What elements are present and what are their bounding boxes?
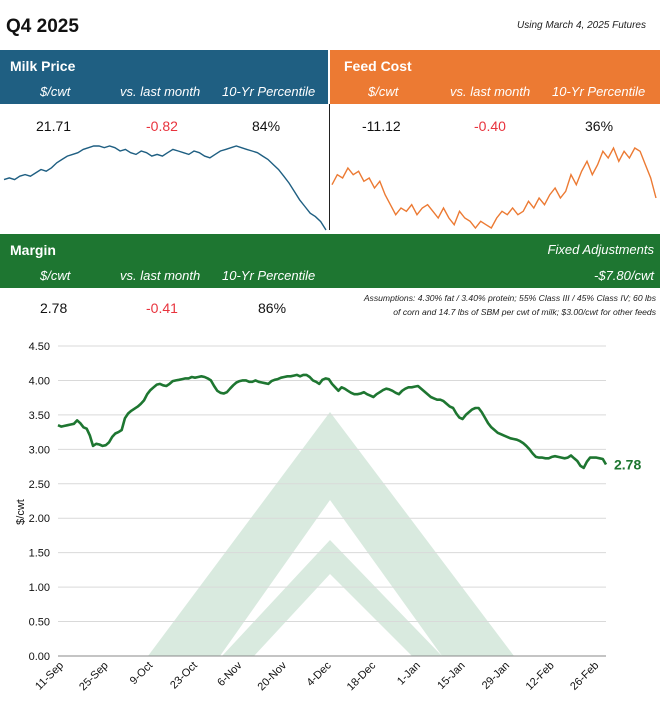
fixed-adjustments-value: -$7.80/cwt (594, 268, 654, 283)
milk-price-title: Milk Price (10, 58, 76, 74)
x-tick-label: 20-Nov (256, 659, 290, 693)
milk-vs-label: vs. last month (120, 84, 201, 99)
y-axis-ticks: 0.00 0.50 1.00 1.50 2.00 2.50 3.00 3.50 4.00 4.50 (29, 341, 50, 663)
y-tick-label: 1.00 (29, 582, 50, 594)
margin-header: Margin $/cwt vs. last month 10-Yr Percen… (0, 234, 660, 288)
y-tick-label: 4.00 (29, 375, 50, 387)
assumptions-note: Assumptions: 4.30% fat / 3.40% protein; … (318, 291, 656, 319)
milk-price-sparkline (3, 145, 327, 231)
milk-price-change: -0.82 (146, 118, 178, 134)
feed-cost-title: Feed Cost (344, 58, 412, 74)
margin-series-line (57, 373, 608, 470)
y-tick-label: 2.50 (29, 479, 50, 491)
margin-value: 2.78 (40, 300, 68, 316)
feed-vs-label: vs. last month (450, 84, 531, 99)
x-tick-label: 15-Jan (435, 660, 467, 692)
chart-gridlines (58, 345, 606, 623)
watermark-chevron-inner (222, 540, 442, 656)
y-tick-label: 3.00 (29, 444, 50, 456)
feed-cost-sparkline (331, 146, 657, 230)
panel-divider (329, 104, 330, 230)
x-tick-label: 23-Oct (168, 660, 200, 692)
feed-cost-line (331, 146, 657, 230)
margin-percentile: 86% (258, 300, 287, 316)
fixed-adjustments-label: Fixed Adjustments (547, 242, 654, 257)
milk-price-header: Milk Price $/cwt vs. last month 10-Yr Pe… (0, 50, 328, 104)
milk-unit-label: $/cwt (40, 84, 71, 99)
page-title: Q4 2025 (6, 16, 79, 37)
margin-unit-label: $/cwt (40, 268, 71, 283)
y-tick-label: 0.00 (29, 651, 50, 663)
x-tick-label: 1-Jan (395, 660, 423, 688)
milk-percentile-label: 10-Yr Percentile (222, 84, 316, 99)
assumptions-line-1: Assumptions: 4.30% fat / 3.40% protein; … (363, 293, 656, 303)
x-tick-label: 11-Sep (33, 660, 66, 693)
feed-unit-label: $/cwt (368, 84, 399, 99)
milk-price-value: 21.71 (36, 118, 72, 134)
y-tick-label: 4.50 (29, 341, 50, 353)
x-tick-label: 4-Dec (304, 659, 334, 689)
margin-vs-label: vs. last month (120, 268, 201, 283)
x-tick-label: 18-Dec (345, 659, 379, 693)
futures-note: Using March 4, 2025 Futures (517, 20, 646, 31)
margin-change: -0.41 (146, 300, 178, 316)
x-tick-label: 6-Nov (215, 659, 245, 689)
watermark-chevron-outer (148, 412, 514, 656)
margin-end-label: 2.78 (614, 457, 641, 473)
margin-title: Margin (10, 242, 56, 258)
assumptions-line-2: of corn and 14.7 lbs of SBM per cwt of m… (393, 307, 656, 317)
y-tick-label: 0.50 (29, 617, 50, 629)
y-tick-label: 1.50 (29, 548, 50, 560)
x-tick-label: 12-Feb (524, 660, 557, 693)
x-tick-label: 9-Oct (128, 660, 156, 688)
margin-chart: 0.00 0.50 1.00 1.50 2.00 2.50 3.00 3.50 4.00 4.50… (15, 341, 641, 693)
feed-percentile-label: 10-Yr Percentile (552, 84, 646, 99)
feed-cost-percentile: 36% (585, 118, 614, 134)
margin-percentile-label: 10-Yr Percentile (222, 268, 316, 283)
feed-cost-value: -11.12 (362, 118, 401, 134)
y-axis-title: $/cwt (15, 499, 27, 525)
x-tick-label: 25-Sep (77, 660, 111, 694)
feed-cost-header: Feed Cost $/cwt vs. last month 10-Yr Per… (330, 50, 660, 104)
feed-cost-change: -0.40 (474, 118, 506, 134)
milk-price-line (3, 145, 327, 231)
x-tick-label: 29-Jan (480, 660, 512, 692)
x-axis-ticks: 11-Sep 25-Sep 9-Oct 23-Oct 6-Nov 20-Nov 4-Dec 1… (33, 659, 601, 693)
milk-price-percentile: 84% (252, 118, 281, 134)
y-tick-label: 2.00 (29, 513, 50, 525)
watermark-logo (148, 412, 514, 656)
y-tick-label: 3.50 (29, 410, 50, 422)
x-tick-label: 26-Feb (568, 660, 601, 693)
